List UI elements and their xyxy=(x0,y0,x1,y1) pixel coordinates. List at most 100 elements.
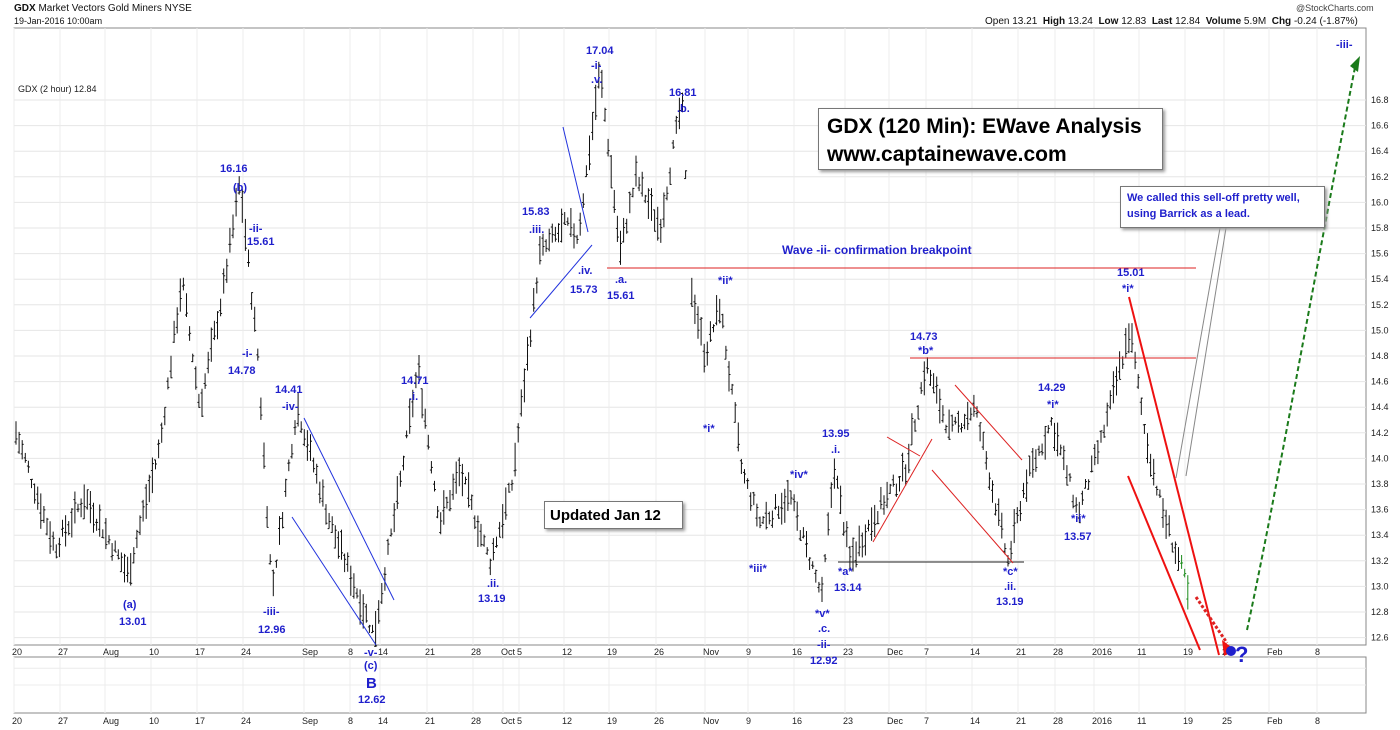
chart-header: GDX Market Vectors Gold Miners NYSE xyxy=(14,3,192,14)
x-tick-label: Sep xyxy=(302,647,318,657)
x-tick-label: Aug xyxy=(103,716,119,726)
x-tick-label: Nov xyxy=(703,716,720,726)
projection-up xyxy=(1246,61,1357,631)
y-tick-label: 16.4 xyxy=(1371,146,1389,156)
x-tick-label: 23 xyxy=(843,647,853,657)
x-tick-label: Sep xyxy=(302,716,318,726)
wave-label: .i. xyxy=(831,444,840,456)
y-tick-label: 15.0 xyxy=(1371,325,1389,335)
wave-labels: 16.16 (b) 15.61 -ii- -i- 14.78 (a) 13.01… xyxy=(119,39,1353,706)
last-value: 12.84 xyxy=(1175,16,1201,27)
volume-value: 5.9M xyxy=(1243,16,1267,27)
annotation-lines xyxy=(291,56,1360,656)
wave-label: *ii* xyxy=(718,275,733,287)
x-tick-label: 8 xyxy=(348,647,353,657)
x-tick-label: 28 xyxy=(471,716,481,726)
x-tick-label: 26 xyxy=(654,647,664,657)
wave-label: *a* xyxy=(838,566,853,578)
wave-label: (c) xyxy=(364,660,378,672)
x-tick-label: 11 xyxy=(1137,647,1146,657)
channel-line xyxy=(954,384,1023,461)
x-tick-label: Dec xyxy=(887,716,904,726)
y-tick-label: 15.4 xyxy=(1371,274,1389,284)
wave-label: 13.95 xyxy=(822,428,850,440)
symbol: GDX xyxy=(14,3,36,14)
volume-label: Volume xyxy=(1205,16,1242,27)
x-tick-label: 21 xyxy=(425,716,435,726)
wave-label: -ii- xyxy=(817,639,831,651)
triangle-line xyxy=(872,438,933,543)
wave-label: .a. xyxy=(615,274,627,286)
x-tick-label: 10 xyxy=(149,716,159,726)
wave-label: *iii* xyxy=(749,563,767,575)
wave-label: (b) xyxy=(233,182,247,194)
high-value: 13.24 xyxy=(1067,16,1093,27)
x-tick-label: 23 xyxy=(843,716,853,726)
x-tick-label: 11 xyxy=(1137,716,1146,726)
x-tick-label: 20 xyxy=(12,647,22,657)
x-tick-label: 25 xyxy=(1222,716,1232,726)
x-tick-label: Oct xyxy=(501,716,516,726)
x-tick-label: 2016 xyxy=(1092,716,1112,726)
y-tick-label: 14.2 xyxy=(1371,428,1389,438)
x-tick-label: Nov xyxy=(703,647,720,657)
x-tick-label: 7 xyxy=(924,647,929,657)
wedge-line xyxy=(529,244,593,319)
lower-grid xyxy=(13,657,1366,713)
y-tick-label: 12.8 xyxy=(1371,607,1389,617)
wave-label: -iii- xyxy=(263,606,280,618)
wave-label: 13.57 xyxy=(1064,531,1092,543)
wave-label: *c* xyxy=(1003,566,1018,578)
callout-pointer xyxy=(1175,227,1221,479)
callout-line-2: using Barrick as a lead. xyxy=(1127,208,1250,220)
y-tick-label: 14.0 xyxy=(1371,453,1389,463)
x-tick-label: 28 xyxy=(471,647,481,657)
wave-label: 15.61 xyxy=(247,236,275,248)
wave-label: -i- xyxy=(591,60,602,72)
analysis-title-box: GDX (120 Min): EWave Analysis www.captai… xyxy=(818,108,1163,170)
wave-label: *iv* xyxy=(790,469,808,481)
x-tick-label: 17 xyxy=(195,647,205,657)
target-dot xyxy=(1226,646,1236,656)
y-tick-label: 15.8 xyxy=(1371,223,1389,233)
wave-label: 14.71 xyxy=(401,375,429,387)
x-tick-label: Dec xyxy=(887,647,904,657)
exchange: NYSE xyxy=(164,3,192,14)
wave-label: 15.83 xyxy=(522,206,550,218)
x-tick-label: 2016 xyxy=(1092,647,1112,657)
y-tick-label: 12.6 xyxy=(1371,633,1389,643)
down-channel-line xyxy=(1127,475,1201,651)
down-channel-line xyxy=(1128,296,1220,656)
wave-label: -ii- xyxy=(249,223,263,235)
y-tick-label: 16.2 xyxy=(1371,172,1389,182)
wave-label: .b. xyxy=(677,103,690,115)
callout-pointer xyxy=(1185,227,1227,477)
wave-label: 13.14 xyxy=(834,582,862,594)
x-tick-label: 21 xyxy=(425,647,435,657)
x-tick-label: 24 xyxy=(241,716,251,726)
open-label: Open xyxy=(985,16,1010,27)
wave-label: 13.19 xyxy=(478,593,506,605)
wave-label: .v. xyxy=(591,74,602,86)
wedge-line xyxy=(562,126,589,233)
x-tick-label: Feb xyxy=(1267,716,1283,726)
open-value: 13.21 xyxy=(1012,16,1038,27)
wave-label: 15.73 xyxy=(570,284,598,296)
wave-label: -v- xyxy=(364,647,378,659)
wave-label: (a) xyxy=(123,599,137,611)
x-tick-label: 17 xyxy=(195,716,205,726)
x-tick-label: 9 xyxy=(746,647,751,657)
y-tick-label: 16.0 xyxy=(1371,197,1389,207)
panel-label: GDX (2 hour) 12.84 xyxy=(18,84,97,94)
y-tick-label: 14.8 xyxy=(1371,351,1389,361)
y-tick-label: 13.8 xyxy=(1371,479,1389,489)
wave-label: -iv- xyxy=(282,401,299,413)
x-tick-label: 12 xyxy=(562,647,572,657)
x-tick-label: 21 xyxy=(1016,647,1026,657)
wave-label: 14.41 xyxy=(275,384,303,396)
channel-line xyxy=(291,516,377,646)
change-label: Chg xyxy=(1271,16,1292,27)
triangle-line xyxy=(886,436,921,457)
x-axis-top: 20 27 Aug 10 17 24 Sep 8 14 21 28 Oct 5 12 19 26 Nov 9 16 2… xyxy=(12,647,1320,657)
wave-label: 12.96 xyxy=(258,624,286,636)
